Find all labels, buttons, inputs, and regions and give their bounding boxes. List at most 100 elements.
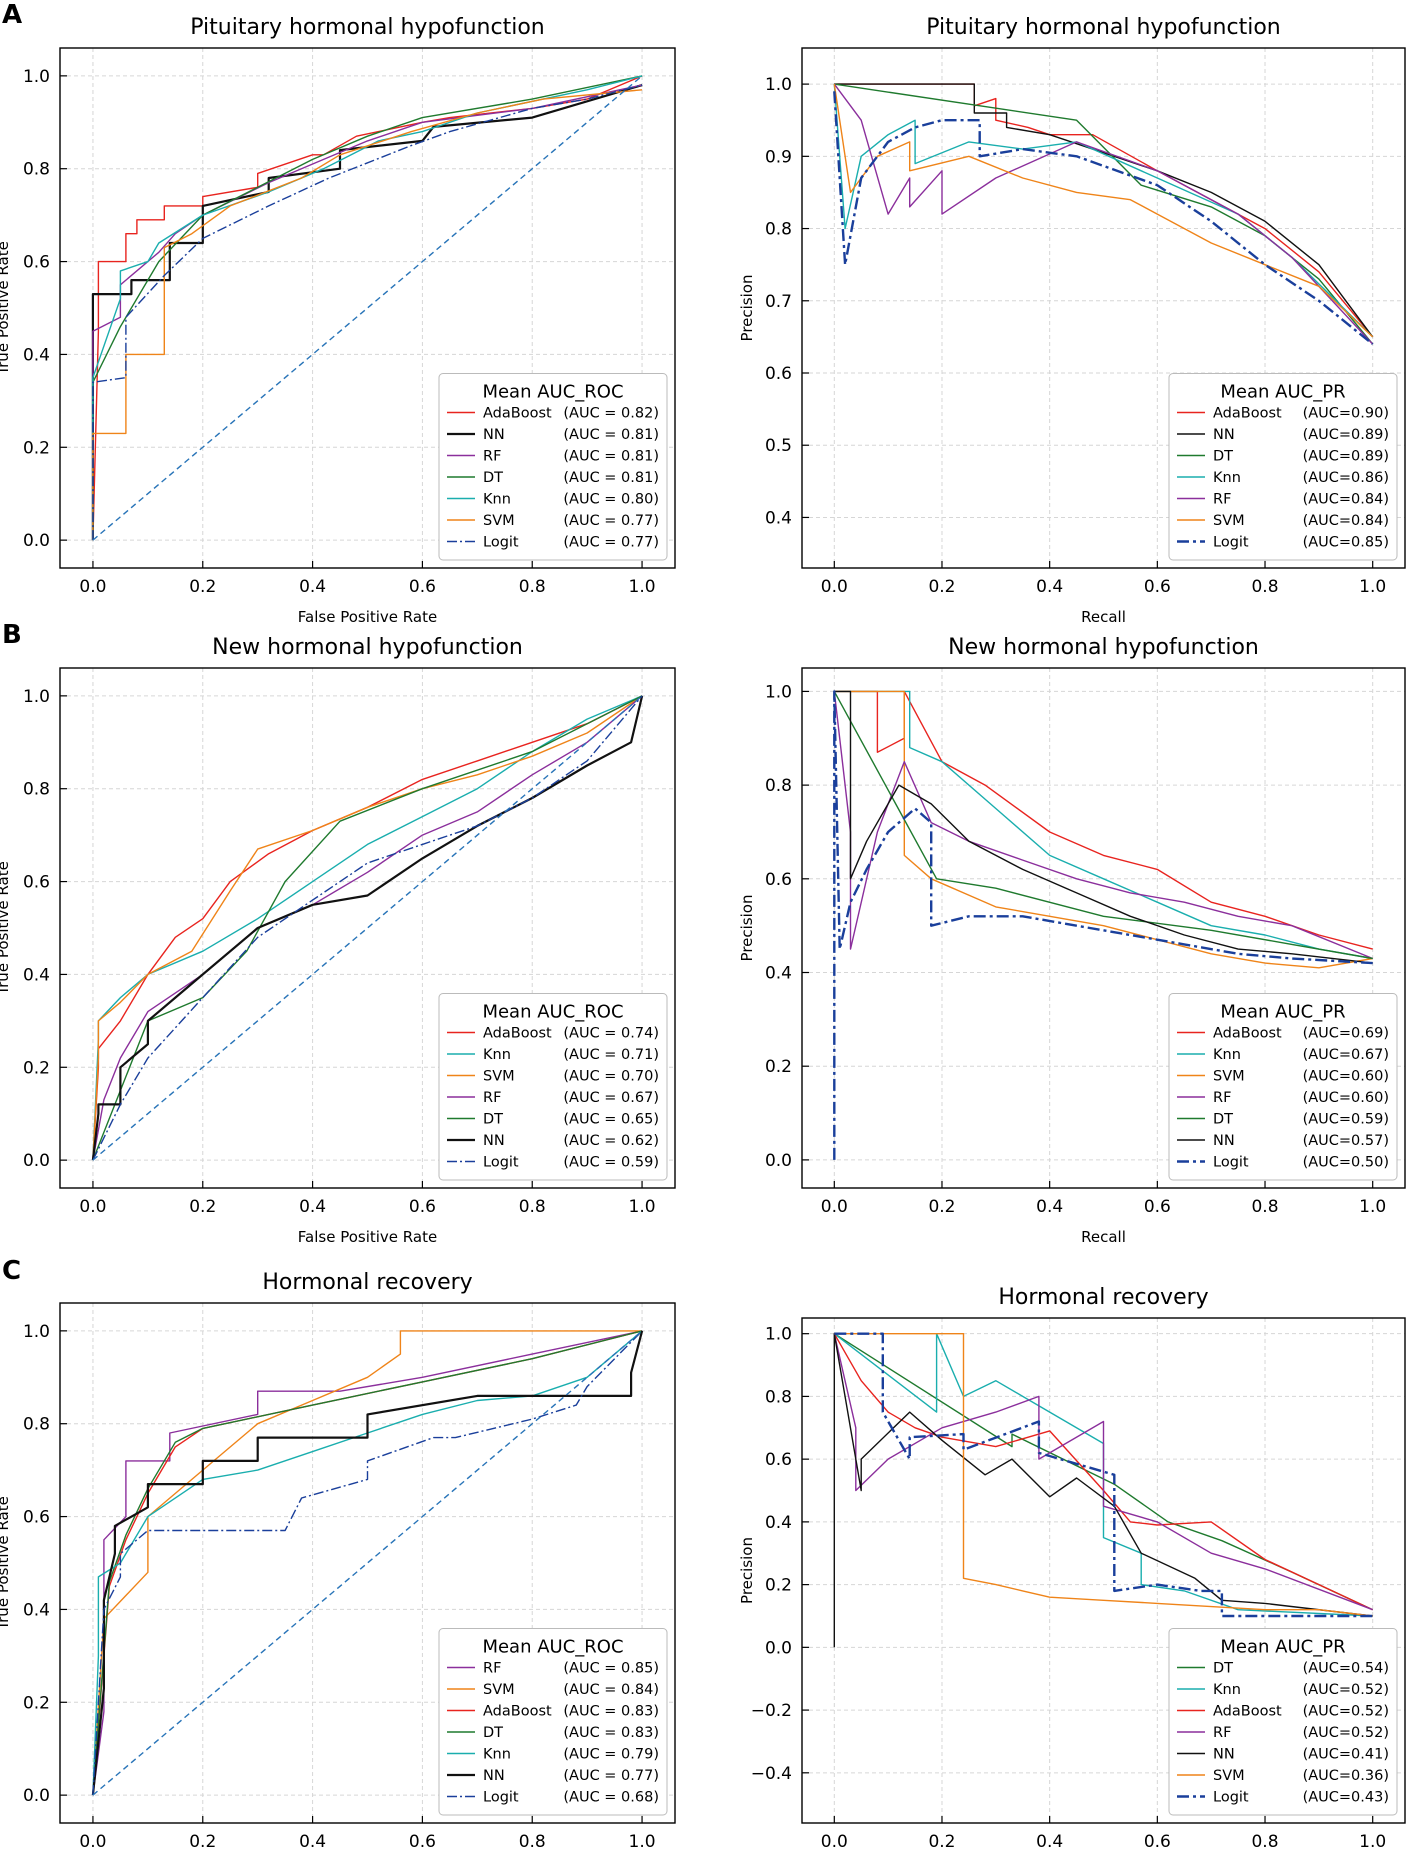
legend-auc-rf: (AUC = 0.81) — [563, 449, 659, 465]
series-line-rf — [833, 83, 1374, 345]
legend-auc-svm: (AUC=0.36) — [1303, 1768, 1389, 1784]
legend-label-rf: RF — [1213, 1725, 1231, 1741]
legend-auc-dt: (AUC = 0.83) — [563, 1725, 659, 1741]
legend-label-rf: RF — [483, 1661, 501, 1677]
legend-title: Mean AUC_ROC — [482, 1002, 623, 1023]
y-tick-label: 0.4 — [765, 1513, 792, 1533]
x-axis-label: False Positive Rate — [298, 1228, 437, 1246]
x-tick-label: 0.8 — [1251, 1832, 1278, 1851]
legend-auc-nn: (AUC=0.89) — [1303, 427, 1389, 443]
legend-label-knn: Knn — [483, 492, 511, 508]
y-tick-label: 0.6 — [765, 364, 792, 384]
series-line-svm — [92, 89, 643, 541]
legend-label-nn: NN — [1213, 427, 1235, 443]
legend-label-logit: Logit — [483, 1155, 519, 1171]
x-tick-label: 1.0 — [1359, 1832, 1386, 1851]
legend-auc-rf: (AUC=0.52) — [1303, 1725, 1389, 1741]
plot-frame — [801, 667, 1406, 1189]
legend-auc-adaboost: (AUC=0.69) — [1303, 1026, 1389, 1042]
plot-frame — [59, 667, 676, 1189]
y-tick-label: 0.8 — [23, 1415, 50, 1435]
series-line-rf — [92, 1330, 643, 1796]
legend-auc-rf: (AUC=0.84) — [1303, 492, 1389, 508]
x-tick-label: 1.0 — [1359, 1197, 1386, 1217]
chart-title: New hormonal hypofunction — [212, 635, 523, 660]
y-tick-label: 0.6 — [23, 253, 50, 273]
legend-auc-rf: (AUC=0.60) — [1303, 1090, 1389, 1106]
x-tick-label: 1.0 — [629, 1197, 656, 1217]
series-line-logit — [92, 695, 643, 1161]
legend-auc-nn: (AUC = 0.81) — [563, 427, 659, 443]
series-group — [91, 695, 644, 1161]
legend: Mean AUC_PR AdaBoost (AUC=0.69) Knn (AUC=0.6… — [1168, 993, 1398, 1181]
x-tick-label: 0.8 — [519, 577, 546, 597]
plot-frame — [801, 47, 1406, 569]
legend-label-logit: Logit — [483, 1790, 519, 1806]
x-axis-label: Recall — [1081, 1228, 1126, 1246]
series-line-nn — [834, 83, 1374, 338]
series-line-logit — [834, 1332, 1373, 1618]
x-tick-label: 0.6 — [409, 1197, 436, 1217]
x-axis-label: Recall — [1081, 608, 1126, 626]
legend-auc-adaboost: (AUC = 0.74) — [563, 1026, 659, 1042]
legend-auc-svm: (AUC=0.60) — [1303, 1069, 1389, 1085]
chart-b-roc: 0.0 0.2 0.4 0.6 0.8 1.0 0.0 0.2 0.4 0.6 0.8 1.0 New … — [0, 635, 676, 1246]
legend-label-nn: NN — [483, 427, 505, 443]
series-line-adaboost — [92, 75, 643, 541]
legend-auc-dt: (AUC=0.54) — [1303, 1661, 1389, 1677]
panel-letter-c: C — [2, 1256, 22, 1286]
y-axis-label: True Positive Rate — [0, 1496, 12, 1631]
y-tick-label: 0.2 — [765, 1576, 792, 1596]
legend-auc-logit: (AUC = 0.68) — [563, 1790, 659, 1806]
chart-title: New hormonal hypofunction — [948, 635, 1259, 660]
x-tick-label: 0.6 — [409, 1832, 436, 1851]
legend-title: Mean AUC_PR — [1220, 1637, 1345, 1658]
y-tick-label: 0.5 — [765, 436, 792, 456]
y-tick-label: 0.0 — [23, 1786, 50, 1806]
series-line-dt — [92, 75, 643, 541]
legend-label-adaboost: AdaBoost — [1213, 406, 1282, 422]
x-tick-label: 1.0 — [1359, 577, 1386, 597]
x-tick-label: 0.6 — [1144, 1197, 1171, 1217]
legend: Mean AUC_ROC RF (AUC = 0.85) SVM (AUC = 0.84… — [438, 1628, 668, 1816]
series-group — [91, 75, 643, 541]
y-tick-label: 0.8 — [765, 776, 792, 796]
legend-auc-svm: (AUC=0.84) — [1303, 513, 1389, 529]
chart-title: Hormonal recovery — [262, 1270, 472, 1295]
series-line-svm — [92, 695, 643, 1161]
legend-auc-logit: (AUC = 0.59) — [563, 1155, 659, 1171]
y-tick-label: 0.0 — [23, 1151, 50, 1171]
legend-auc-logit: (AUC=0.50) — [1303, 1155, 1389, 1171]
y-tick-label: 1.0 — [765, 75, 792, 95]
legend-title: Mean AUC_PR — [1220, 1002, 1345, 1023]
y-axis-label: Precision — [738, 1537, 756, 1604]
legend-label-svm: SVM — [1213, 513, 1245, 529]
x-axis-label: False Positive Rate — [298, 608, 437, 626]
legend-auc-knn: (AUC = 0.71) — [563, 1047, 659, 1063]
legend-auc-nn: (AUC=0.57) — [1303, 1133, 1389, 1149]
legend-label-adaboost: AdaBoost — [483, 1704, 552, 1720]
x-tick-label: 0.0 — [79, 577, 106, 597]
y-tick-label: 1.0 — [23, 1322, 50, 1342]
legend-auc-knn: (AUC=0.52) — [1303, 1682, 1389, 1698]
series-line-rf — [833, 1333, 1373, 1611]
chart-a-pr: 0.0 0.2 0.4 0.6 0.8 1.0 0.4 0.5 0.6 0.7 0.8 0.9 1.0 P… — [738, 15, 1406, 626]
series-line-logit — [92, 1330, 643, 1796]
x-tick-label: 0.4 — [1036, 1197, 1063, 1217]
legend-label-dt: DT — [1213, 449, 1233, 465]
legend-auc-adaboost: (AUC=0.52) — [1303, 1704, 1389, 1720]
legend-label-knn: Knn — [1213, 1047, 1241, 1063]
y-tick-label: 0.4 — [765, 508, 792, 528]
legend-label-nn: NN — [483, 1133, 505, 1149]
x-tick-label: 0.2 — [928, 1197, 955, 1217]
y-tick-label: 1.0 — [765, 682, 792, 702]
y-axis-label: True Positive Rate — [0, 861, 12, 996]
x-tick-label: 0.2 — [928, 1832, 955, 1851]
legend-box — [1168, 993, 1398, 1181]
y-tick-label: 0.6 — [23, 873, 50, 893]
x-tick-label: 0.6 — [1144, 577, 1171, 597]
legend-box — [438, 993, 668, 1181]
series-line-logit — [92, 84, 643, 541]
legend: Mean AUC_PR DT (AUC=0.54) Knn (AUC=0.52) AdaB… — [1168, 1628, 1398, 1816]
chart-title: Hormonal recovery — [998, 1285, 1208, 1310]
